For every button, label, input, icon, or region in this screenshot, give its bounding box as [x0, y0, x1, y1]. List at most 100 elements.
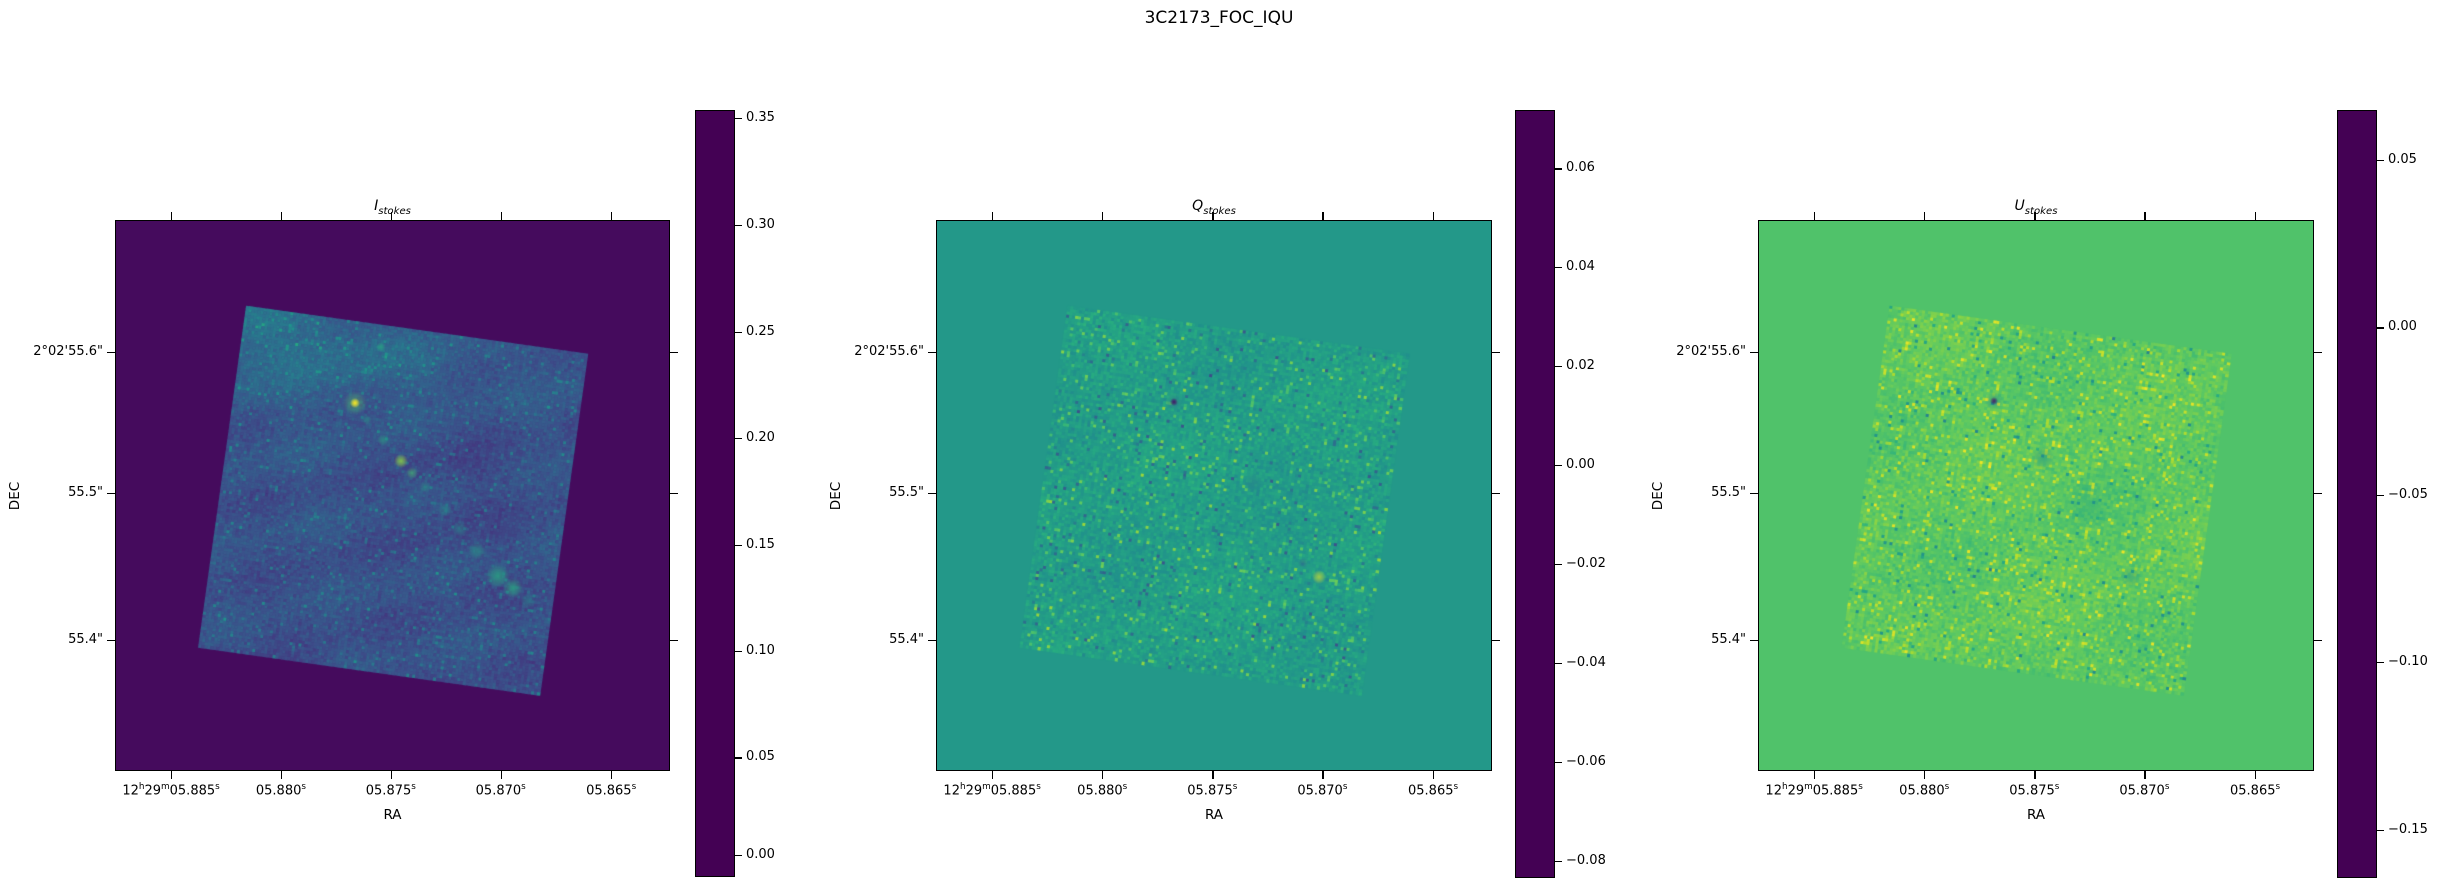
- colorbar-tick-label: −0.04: [1566, 654, 1606, 670]
- x-tick-label: 05.875s: [2009, 782, 2060, 799]
- colorbar-tick-label: 0.00: [746, 846, 775, 862]
- x-tick-label: 12h29m05.885s: [1765, 782, 1863, 799]
- ra-axis-label-u: RA: [2026, 807, 2046, 823]
- colorbar-tick-label: 0.20: [746, 430, 775, 446]
- colorbar-tick-q: [1555, 861, 1562, 863]
- colorbar-q: [1515, 110, 1555, 878]
- colorbar-tick-q: [1555, 168, 1562, 170]
- colorbar-tick-i: [735, 117, 742, 119]
- dec-axis-label-i: DEC: [7, 481, 23, 510]
- x-tick-label: 12h29m05.885s: [943, 782, 1041, 799]
- colorbar-i: [695, 110, 735, 877]
- colorbar-tick-label: 0.02: [1566, 357, 1595, 373]
- y-tick-u: [1750, 492, 1758, 494]
- x-tick-label: 12h29m05.885s: [122, 782, 220, 799]
- x-tick-i: [171, 771, 173, 779]
- x-tick-q: [1102, 771, 1104, 779]
- x-tick-i: [500, 771, 502, 779]
- colorbar-tick-label: 0.10: [746, 642, 775, 658]
- colorbar-tick-u: [2377, 662, 2384, 664]
- colorbar-tick-i: [735, 544, 742, 547]
- colorbar-tick-label: 0.30: [746, 217, 775, 233]
- y-tick-u: [1750, 639, 1758, 642]
- x-tick-label: 05.880s: [255, 782, 306, 799]
- heatmap-q-canvas: [936, 220, 1492, 771]
- colorbar-tick-q: [1555, 563, 1562, 566]
- colorbar-tick-label: 0.04: [1566, 258, 1595, 274]
- x-tick-u: [1814, 771, 1816, 779]
- colorbar-tick-label: 0.05: [2388, 151, 2417, 167]
- colorbar-tick-u: [2377, 494, 2384, 496]
- x-tick-q: [992, 771, 994, 779]
- dec-axis-label-u: DEC: [1650, 481, 1666, 510]
- heatmap-i-canvas: [115, 220, 670, 771]
- x-tick-label: 05.880s: [1077, 782, 1128, 799]
- y-tick-right-q: [1492, 352, 1500, 354]
- colorbar-tick-i: [735, 438, 742, 440]
- x-tick-i: [390, 771, 393, 779]
- colorbar-tick-label: 0.05: [746, 749, 775, 765]
- y-tick-label: 55.4": [68, 631, 103, 647]
- x-tick-label: 05.870s: [1297, 782, 1348, 799]
- y-tick-label: 2°02'55.6": [33, 344, 103, 360]
- colorbar-tick-i: [735, 757, 742, 759]
- x-tick-u: [2255, 771, 2257, 779]
- colorbar-tick-u: [2377, 327, 2384, 329]
- colorbar-tick-q: [1555, 762, 1562, 764]
- y-tick-label: 55.4": [1711, 631, 1746, 647]
- colorbar-tick-label: −0.06: [1566, 754, 1606, 770]
- colorbar-tick-label: 0.06: [1566, 160, 1595, 176]
- colorbar-tick-label: −0.10: [2388, 654, 2428, 670]
- x-tick-u: [1924, 771, 1926, 779]
- y-tick-right-q: [1492, 492, 1500, 494]
- y-tick-i: [107, 492, 115, 494]
- colorbar-tick-i: [735, 225, 742, 227]
- y-tick-q: [928, 352, 936, 354]
- y-tick-i: [107, 639, 115, 642]
- colorbar-tick-u: [2377, 159, 2384, 162]
- y-tick-u: [1750, 352, 1758, 354]
- colorbar-tick-label: 0.15: [746, 536, 775, 552]
- panel-title-i: Istokes: [374, 198, 411, 217]
- colorbar-tick-q: [1555, 662, 1562, 665]
- colorbar-tick-i: [735, 854, 742, 856]
- dec-axis-label-q: DEC: [828, 481, 844, 510]
- y-tick-right-i: [670, 639, 678, 642]
- colorbar-tick-label: −0.15: [2388, 821, 2428, 837]
- y-tick-q: [928, 639, 936, 642]
- x-tick-u: [2034, 771, 2036, 779]
- colorbar-tick-label: 0.00: [1566, 456, 1595, 472]
- y-tick-right-q: [1492, 639, 1500, 642]
- panel-title-q: Qstokes: [1192, 198, 1236, 217]
- ra-axis-label-q: RA: [1204, 807, 1224, 823]
- y-tick-label: 55.5": [68, 484, 103, 500]
- y-tick-right-i: [670, 492, 678, 494]
- x-tick-i: [611, 771, 613, 779]
- colorbar-tick-label: −0.05: [2388, 486, 2428, 502]
- colorbar-tick-label: −0.08: [1566, 853, 1606, 869]
- y-tick-label: 55.5": [1711, 484, 1746, 500]
- x-tick-q: [1322, 771, 1324, 779]
- x-tick-label: 05.870s: [2119, 782, 2170, 799]
- heatmap-u-canvas: [1758, 220, 2314, 771]
- colorbar-tick-label: 0.35: [746, 109, 775, 125]
- x-tick-label: 05.865s: [586, 782, 637, 799]
- y-tick-right-i: [670, 352, 678, 354]
- x-tick-q: [1212, 771, 1214, 779]
- x-tick-i: [280, 771, 283, 779]
- x-tick-label: 05.875s: [365, 782, 416, 799]
- y-tick-label: 2°02'55.6": [1676, 344, 1746, 360]
- x-tick-q: [1433, 771, 1435, 779]
- y-tick-right-u: [2314, 639, 2322, 642]
- x-tick-label: 05.865s: [2230, 782, 2281, 799]
- y-tick-right-u: [2314, 492, 2322, 494]
- x-tick-label: 05.875s: [1187, 782, 1238, 799]
- colorbar-tick-q: [1555, 365, 1562, 367]
- y-tick-q: [928, 492, 936, 494]
- panel-title-u: Ustokes: [2014, 198, 2058, 217]
- colorbar-tick-q: [1555, 464, 1562, 466]
- colorbar-tick-u: [2377, 829, 2384, 831]
- x-tick-label: 05.870s: [475, 782, 526, 799]
- y-tick-i: [107, 352, 115, 354]
